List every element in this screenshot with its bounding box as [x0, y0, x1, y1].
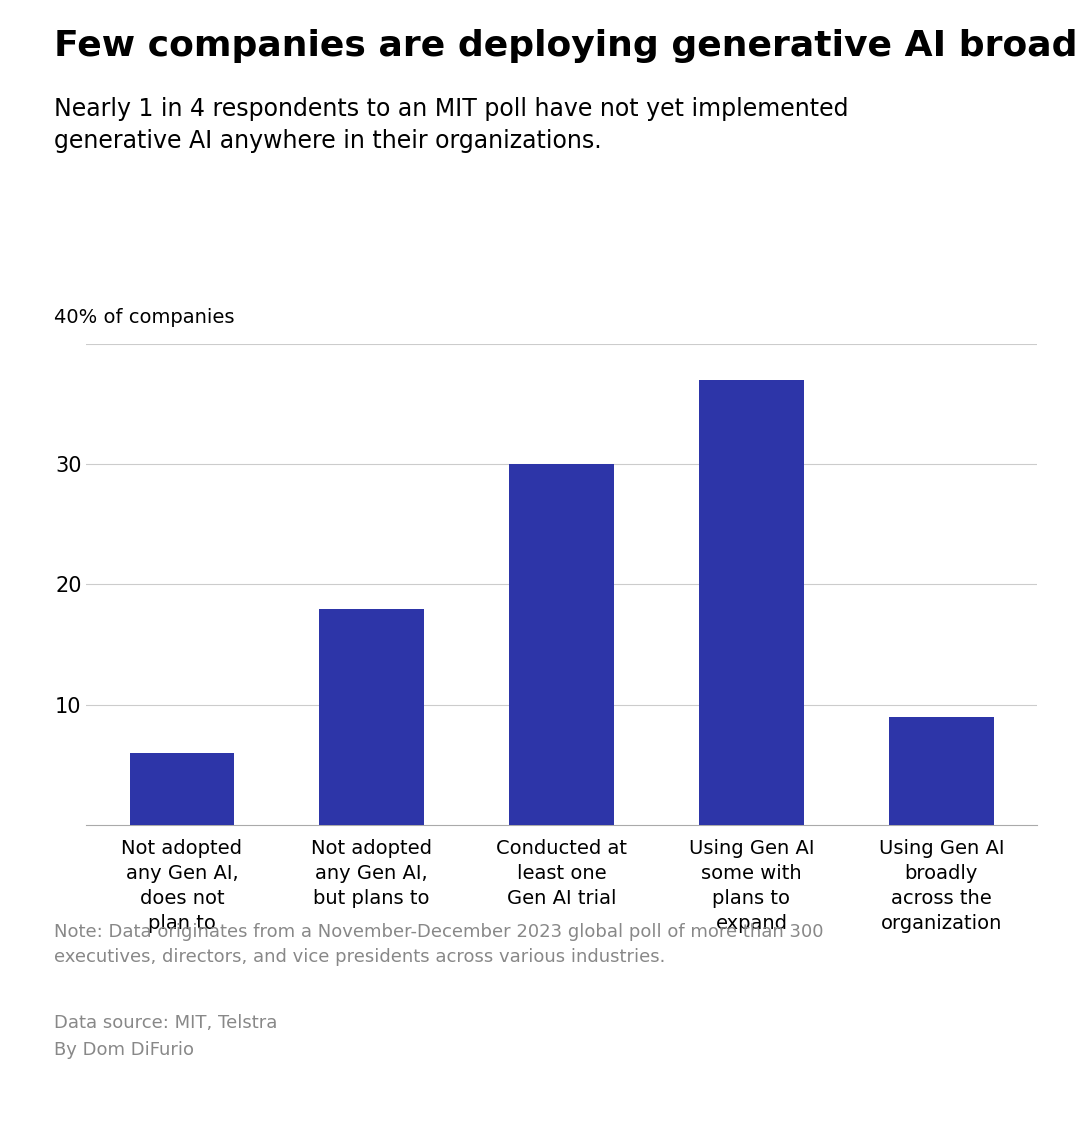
Text: Data source: MIT, Telstra
By Dom DiFurio: Data source: MIT, Telstra By Dom DiFurio — [54, 1014, 278, 1059]
Text: Few companies are deploying generative AI broadly: Few companies are deploying generative A… — [54, 29, 1080, 63]
Text: Note: Data originates from a November-December 2023 global poll of more than 300: Note: Data originates from a November-De… — [54, 923, 824, 966]
Bar — [889, 717, 994, 825]
Text: Nearly 1 in 4 respondents to an MIT poll have not yet implemented
generative AI : Nearly 1 in 4 respondents to an MIT poll… — [54, 97, 849, 154]
Bar — [130, 753, 234, 825]
Bar — [699, 380, 804, 825]
Bar — [510, 464, 613, 825]
Text: 40% of companies: 40% of companies — [54, 307, 234, 327]
Bar — [320, 609, 424, 825]
